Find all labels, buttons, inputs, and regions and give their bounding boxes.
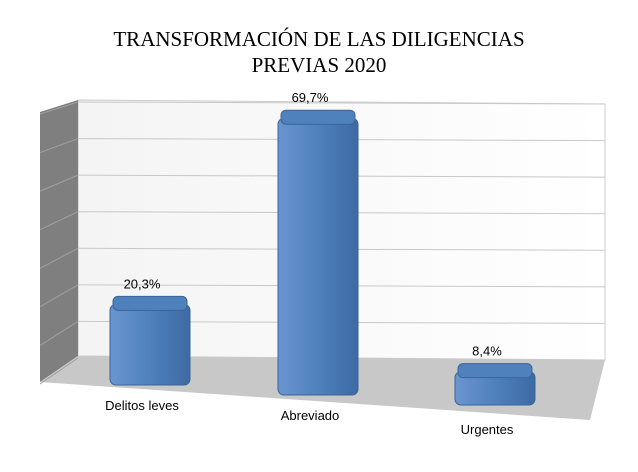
bar-top (457, 363, 533, 379)
side-grid-line (39, 211, 79, 231)
side-grid-line (39, 357, 79, 385)
bar-top (112, 295, 188, 311)
value-label: 20,3% (124, 276, 161, 291)
side-grid-line (39, 247, 79, 269)
side-grid-line (39, 174, 79, 192)
bar (109, 303, 191, 386)
x-tick-label: Delitos leves (105, 398, 179, 413)
bar-top (280, 109, 356, 125)
side-grid-line (39, 138, 79, 154)
value-label: 69,7% (292, 90, 329, 105)
side-grid-line (39, 321, 79, 346)
x-tick-label: Urgentes (461, 422, 514, 437)
grid-line (77, 101, 606, 105)
bar (277, 117, 359, 396)
x-tick-label: Abreviado (281, 408, 340, 423)
chart-title: TRANSFORMACIÓN DE LAS DILIGENCIAS PREVIA… (113, 27, 525, 77)
side-wall (40, 100, 78, 382)
side-grid-line (39, 101, 79, 115)
side-grid-line (39, 284, 79, 308)
value-label: 8,4% (472, 344, 502, 359)
